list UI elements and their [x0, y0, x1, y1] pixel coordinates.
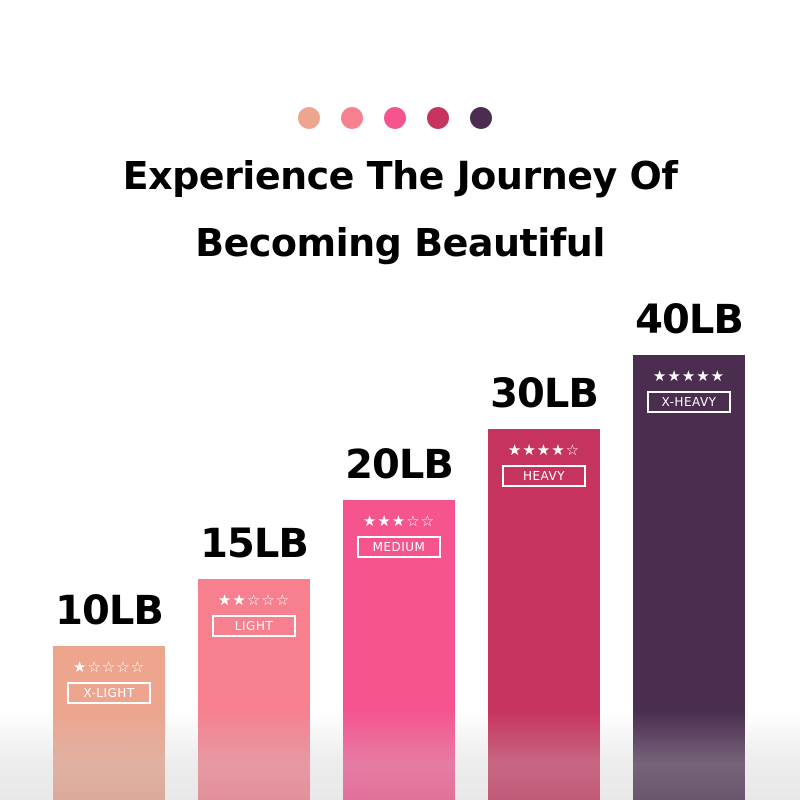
level-tag: LIGHT	[212, 615, 296, 637]
title-line-1: Experience The Journey Of	[122, 154, 678, 198]
bar-heavy: ★★★★☆ HEAVY	[488, 429, 600, 800]
title-line-2: Becoming Beautiful	[195, 221, 605, 265]
color-dots	[0, 107, 800, 129]
star-rating: ★☆☆☆☆	[72, 658, 146, 676]
weight-label: 10LB	[55, 588, 164, 634]
weight-label: 40LB	[635, 297, 744, 343]
weight-label: 15LB	[200, 521, 309, 567]
star-rating: ★★★★★	[652, 367, 726, 385]
bar-light: ★★☆☆☆ LIGHT	[198, 579, 310, 800]
bar-x-light: ★☆☆☆☆ X-LIGHT	[53, 646, 165, 800]
level-tag: HEAVY	[502, 465, 586, 487]
star-rating: ★★★★☆	[507, 441, 581, 459]
color-dot	[384, 107, 406, 129]
level-tag: MEDIUM	[357, 536, 441, 558]
color-dot	[341, 107, 363, 129]
bar-medium: ★★★☆☆ MEDIUM	[343, 500, 455, 800]
level-tag: X-HEAVY	[647, 391, 731, 413]
star-rating: ★★☆☆☆	[217, 591, 291, 609]
color-dot	[298, 107, 320, 129]
weight-label: 20LB	[345, 442, 454, 488]
weight-label: 30LB	[490, 371, 599, 417]
color-dot	[427, 107, 449, 129]
level-tag: X-LIGHT	[67, 682, 151, 704]
color-dot	[470, 107, 492, 129]
bar-x-heavy: ★★★★★ X-HEAVY	[633, 355, 745, 800]
star-rating: ★★★☆☆	[362, 512, 436, 530]
